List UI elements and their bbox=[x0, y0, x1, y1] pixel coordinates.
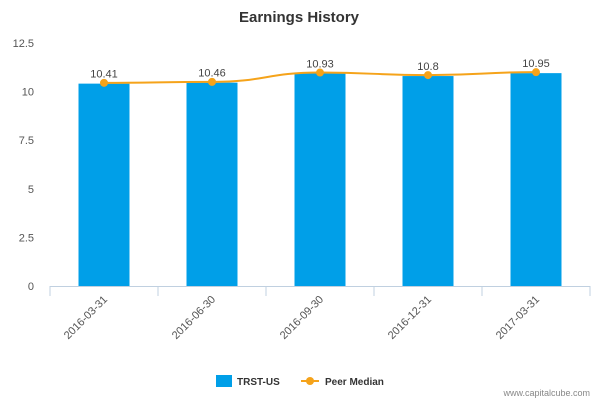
y-axis: 0 2.5 5 7.5 10 12.5 bbox=[13, 38, 34, 293]
bar[interactable] bbox=[510, 73, 562, 286]
x-tick-label: 2016-06-30 bbox=[170, 294, 218, 342]
bar-data-label: 10.41 bbox=[90, 69, 118, 81]
bar[interactable] bbox=[186, 82, 238, 287]
bar[interactable] bbox=[402, 76, 454, 286]
bar-series bbox=[78, 73, 562, 287]
bar[interactable] bbox=[78, 83, 130, 286]
bar[interactable] bbox=[294, 73, 346, 286]
legend-label-trst: TRST-US bbox=[237, 377, 280, 388]
legend-item-peer-median[interactable]: Peer Median bbox=[301, 377, 384, 388]
y-tick-label: 7.5 bbox=[19, 135, 34, 147]
bar-data-label: 10.93 bbox=[306, 59, 334, 71]
bar-data-label: 10.8 bbox=[417, 61, 438, 73]
y-tick-label: 2.5 bbox=[19, 232, 34, 244]
legend-label-peer-median: Peer Median bbox=[325, 377, 384, 388]
x-axis: 2016-03-31 2016-06-30 2016-09-30 2016-12-31… bbox=[49, 286, 591, 342]
y-tick-label: 0 bbox=[28, 281, 34, 293]
bar-data-label: 10.46 bbox=[198, 68, 226, 80]
x-tick-label: 2016-03-31 bbox=[62, 294, 110, 342]
peer-median-point[interactable] bbox=[316, 68, 324, 77]
peer-median-point[interactable] bbox=[424, 71, 432, 80]
legend-bar-swatch bbox=[216, 375, 232, 387]
bar-data-label: 10.95 bbox=[522, 58, 550, 70]
watermark: www.capitalcube.com bbox=[502, 388, 590, 398]
y-tick-label: 12.5 bbox=[13, 38, 34, 50]
x-tick-label: 2017-03-31 bbox=[494, 294, 542, 342]
peer-median-point[interactable] bbox=[208, 77, 216, 86]
y-tick-label: 5 bbox=[28, 184, 34, 196]
data-labels: 10.41 10.46 10.93 10.8 10.95 bbox=[90, 58, 550, 80]
x-tick-label: 2016-09-30 bbox=[278, 294, 326, 342]
legend-item-trst[interactable]: TRST-US bbox=[216, 375, 280, 388]
legend-line-marker bbox=[306, 377, 314, 385]
x-tick-label: 2016-12-31 bbox=[386, 294, 434, 342]
peer-median-point[interactable] bbox=[100, 78, 108, 87]
chart-title: Earnings History bbox=[239, 9, 360, 26]
peer-median-point[interactable] bbox=[532, 68, 540, 77]
peer-median-series bbox=[100, 68, 540, 87]
legend: TRST-US Peer Median bbox=[216, 375, 384, 388]
y-tick-label: 10 bbox=[22, 87, 34, 99]
